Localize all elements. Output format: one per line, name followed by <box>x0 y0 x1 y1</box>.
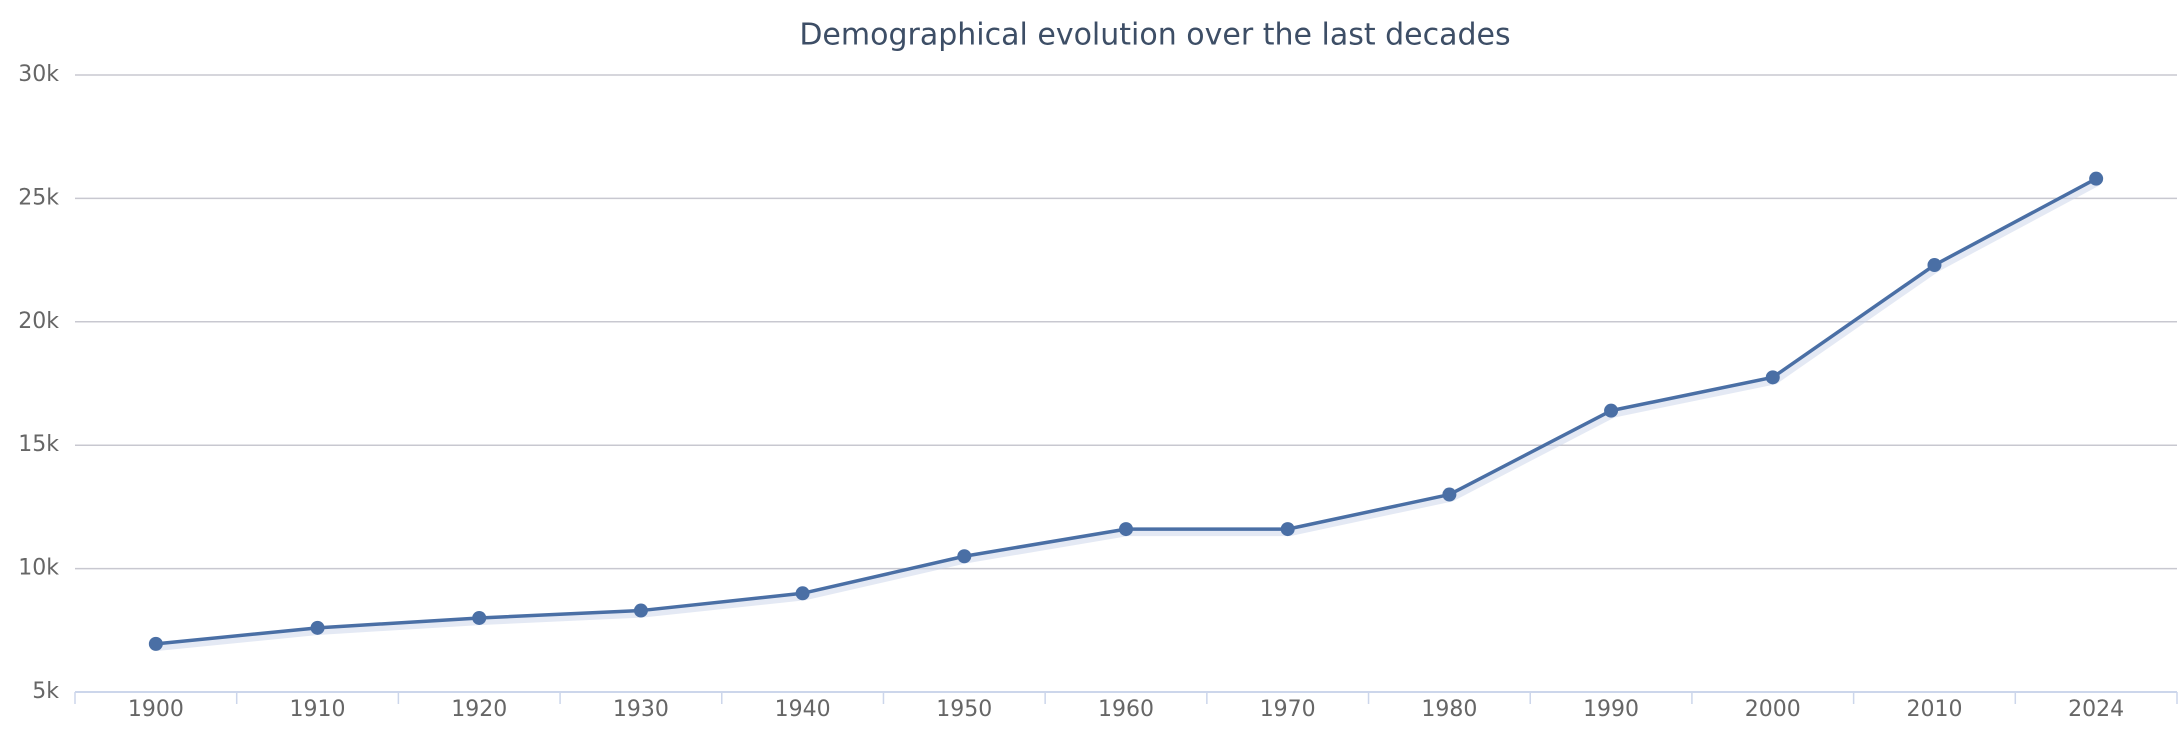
x-tick-label: 2000 <box>1745 697 1801 722</box>
x-tick-label: 1920 <box>451 697 507 722</box>
chart-title: Demographical evolution over the last de… <box>799 18 1510 53</box>
data-point <box>310 620 325 635</box>
x-tick-label: 1940 <box>775 697 831 722</box>
data-point <box>1765 370 1780 385</box>
x-tick-label: 1900 <box>128 697 184 722</box>
data-point <box>1280 522 1295 537</box>
data-point <box>795 586 810 601</box>
y-tick-label: 20k <box>18 309 59 334</box>
line-shadow <box>157 178 2101 651</box>
y-tick-label: 5k <box>32 679 59 704</box>
x-tick-label: 1980 <box>1421 697 1477 722</box>
x-tick-label: 1910 <box>290 697 346 722</box>
data-point <box>1604 403 1619 418</box>
x-tick-label: 1950 <box>936 697 992 722</box>
x-tick-label: 1990 <box>1583 697 1639 722</box>
x-tick-label: 1930 <box>613 697 669 722</box>
data-point <box>472 610 487 625</box>
data-point <box>1119 522 1133 537</box>
data-point <box>633 603 648 618</box>
x-tick-label: 2010 <box>1906 697 1962 722</box>
data-point <box>1442 487 1457 502</box>
data-point <box>2089 171 2104 186</box>
x-tick-label: 2024 <box>2068 697 2124 722</box>
x-tick-label: 1960 <box>1098 697 1154 722</box>
data-point <box>1927 258 1942 273</box>
x-tick-label: 1970 <box>1260 697 1316 722</box>
series-line <box>155 177 2097 646</box>
y-tick-label: 30k <box>18 62 59 87</box>
y-tick-label: 15k <box>18 432 59 457</box>
data-point <box>957 549 972 564</box>
y-tick-label: 10k <box>18 556 59 581</box>
y-tick-label: 25k <box>18 185 59 210</box>
data-point <box>148 636 163 651</box>
